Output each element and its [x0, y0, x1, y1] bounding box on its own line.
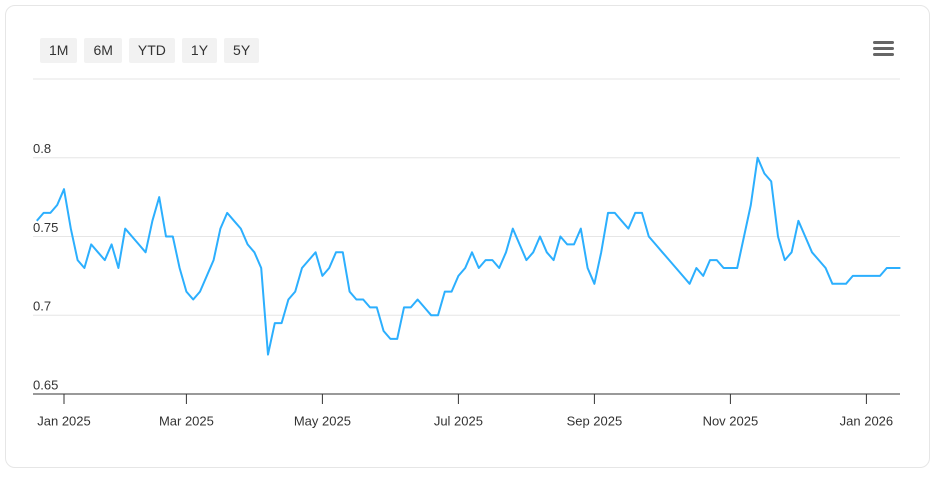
- card: [5, 5, 930, 468]
- x-tick-label: Mar 2025: [159, 413, 214, 428]
- y-tick-label: 0.7: [33, 299, 51, 314]
- x-tick-label: Sep 2025: [567, 413, 623, 428]
- x-tick-label: Nov 2025: [703, 413, 759, 428]
- range-button[interactable]: 5Y: [224, 38, 260, 63]
- x-tick-label: Jul 2025: [434, 413, 483, 428]
- y-tick-label: 0.75: [33, 220, 58, 235]
- y-tick-label: 0.8: [33, 141, 51, 156]
- price-line: [36, 156, 901, 356]
- range-button[interactable]: YTD: [128, 38, 175, 63]
- x-tick-label: Jan 2025: [37, 413, 91, 428]
- x-tick-label: Jan 2026: [840, 413, 894, 428]
- menu-icon[interactable]: [873, 41, 894, 56]
- range-button[interactable]: 6M: [84, 38, 122, 63]
- x-tick-label: May 2025: [294, 413, 351, 428]
- range-button[interactable]: 1Y: [181, 38, 218, 63]
- range-button[interactable]: 1M: [40, 38, 78, 63]
- range-selector: 1M 6M YTD 1Y 5Y: [40, 38, 260, 63]
- y-tick-label: 0.65: [33, 377, 58, 392]
